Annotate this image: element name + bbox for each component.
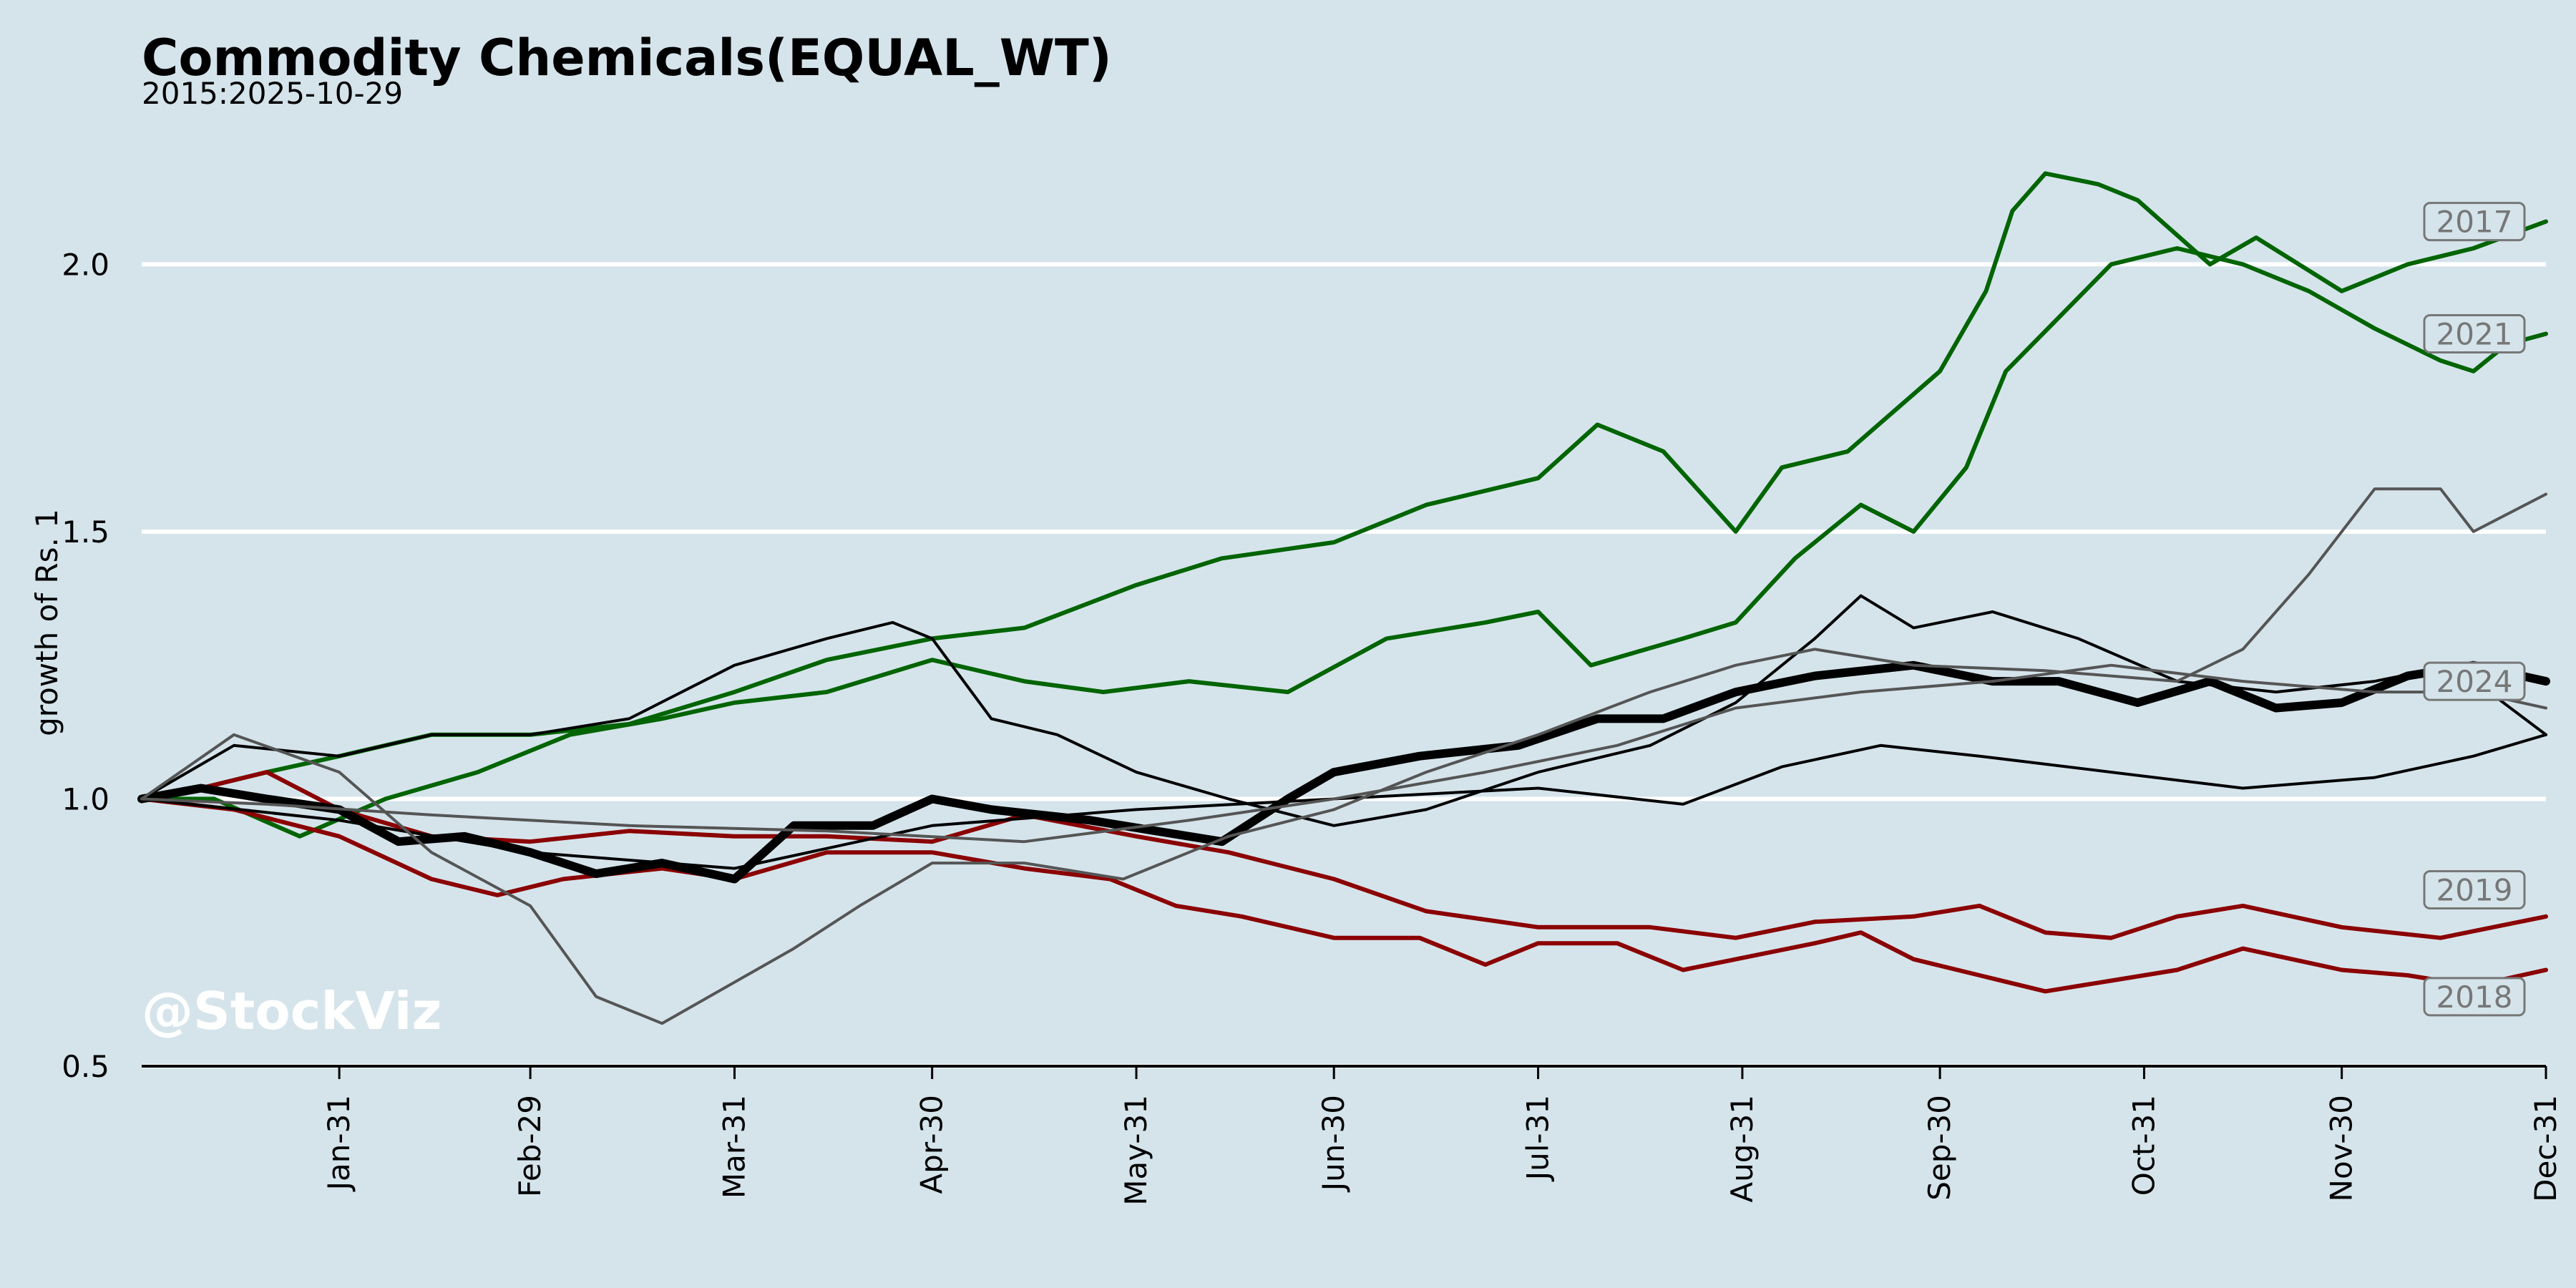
x-tick-label: Feb-29 xyxy=(512,1095,547,1197)
series-lines xyxy=(137,171,2550,1025)
series-line-2024 xyxy=(137,660,2550,884)
y-tick-label: 1.0 xyxy=(62,781,109,816)
series-label-box xyxy=(2423,977,2526,1017)
series-label-text: 2018 xyxy=(2436,980,2513,1015)
series-label-text: 2017 xyxy=(2436,205,2513,240)
series-label-2017: 2017 xyxy=(2423,202,2526,242)
series-label-2024: 2024 xyxy=(2423,661,2526,701)
x-tick-label: Mar-31 xyxy=(716,1095,751,1199)
series-label-2018: 2018 xyxy=(2423,977,2526,1017)
series-label-text: 2021 xyxy=(2436,317,2513,352)
series-label-box xyxy=(2423,202,2526,242)
x-tick-label: Nov-30 xyxy=(2324,1095,2359,1201)
series-label-2019: 2019 xyxy=(2423,869,2526,909)
x-tick-label: Dec-31 xyxy=(2528,1095,2563,1202)
x-tick-label: Oct-31 xyxy=(2126,1095,2161,1196)
chart-subtitle: 2015:2025-10-29 xyxy=(142,76,403,111)
chart-title: Commodity Chemicals(EQUAL_WT) xyxy=(142,29,1112,87)
series-label-box xyxy=(2423,314,2526,354)
x-tick-label: Jun-30 xyxy=(1316,1095,1351,1193)
y-tick-label: 1.5 xyxy=(62,514,109,550)
series-line-unlabeled-8 xyxy=(140,663,2547,844)
series-label-box xyxy=(2423,869,2526,909)
watermark: @StockViz xyxy=(142,981,441,1041)
series-line-unlabeled-6 xyxy=(140,733,2547,870)
series-line-unlabeled-7 xyxy=(140,487,2547,1025)
series-label-2021: 2021 xyxy=(2423,314,2526,354)
x-tick-label: Jan-31 xyxy=(321,1095,356,1192)
x-tick-label: Sep-30 xyxy=(1922,1095,1957,1201)
series-line-2021 xyxy=(140,246,2548,839)
y-tick-labels: 0.5 1.0 1.5 2.0 xyxy=(62,247,109,1084)
series-label-box xyxy=(2423,661,2526,701)
series-labels: 2017 2021 2024 2019 2018 xyxy=(2423,202,2526,1017)
series-line-unlabeled-5 xyxy=(140,594,2547,827)
x-tick-label: Apr-30 xyxy=(914,1095,950,1194)
series-line-2017 xyxy=(140,171,2548,801)
x-axis: Jan-31 Feb-29 Mar-31 Apr-30 May-31 Jun-30 Jul-… xyxy=(142,1065,2563,1206)
series-label-text: 2019 xyxy=(2436,872,2513,907)
y-tick-label: 2.0 xyxy=(62,247,109,282)
x-tick-label: May-31 xyxy=(1118,1095,1153,1206)
series-label-text: 2024 xyxy=(2436,664,2513,699)
x-tick-label: Jul-31 xyxy=(1521,1095,1556,1182)
y-axis-label: growth of Rs. 1 xyxy=(29,509,64,736)
y-tick-label: 0.5 xyxy=(62,1049,109,1084)
x-tick-label: Aug-31 xyxy=(1724,1095,1760,1203)
